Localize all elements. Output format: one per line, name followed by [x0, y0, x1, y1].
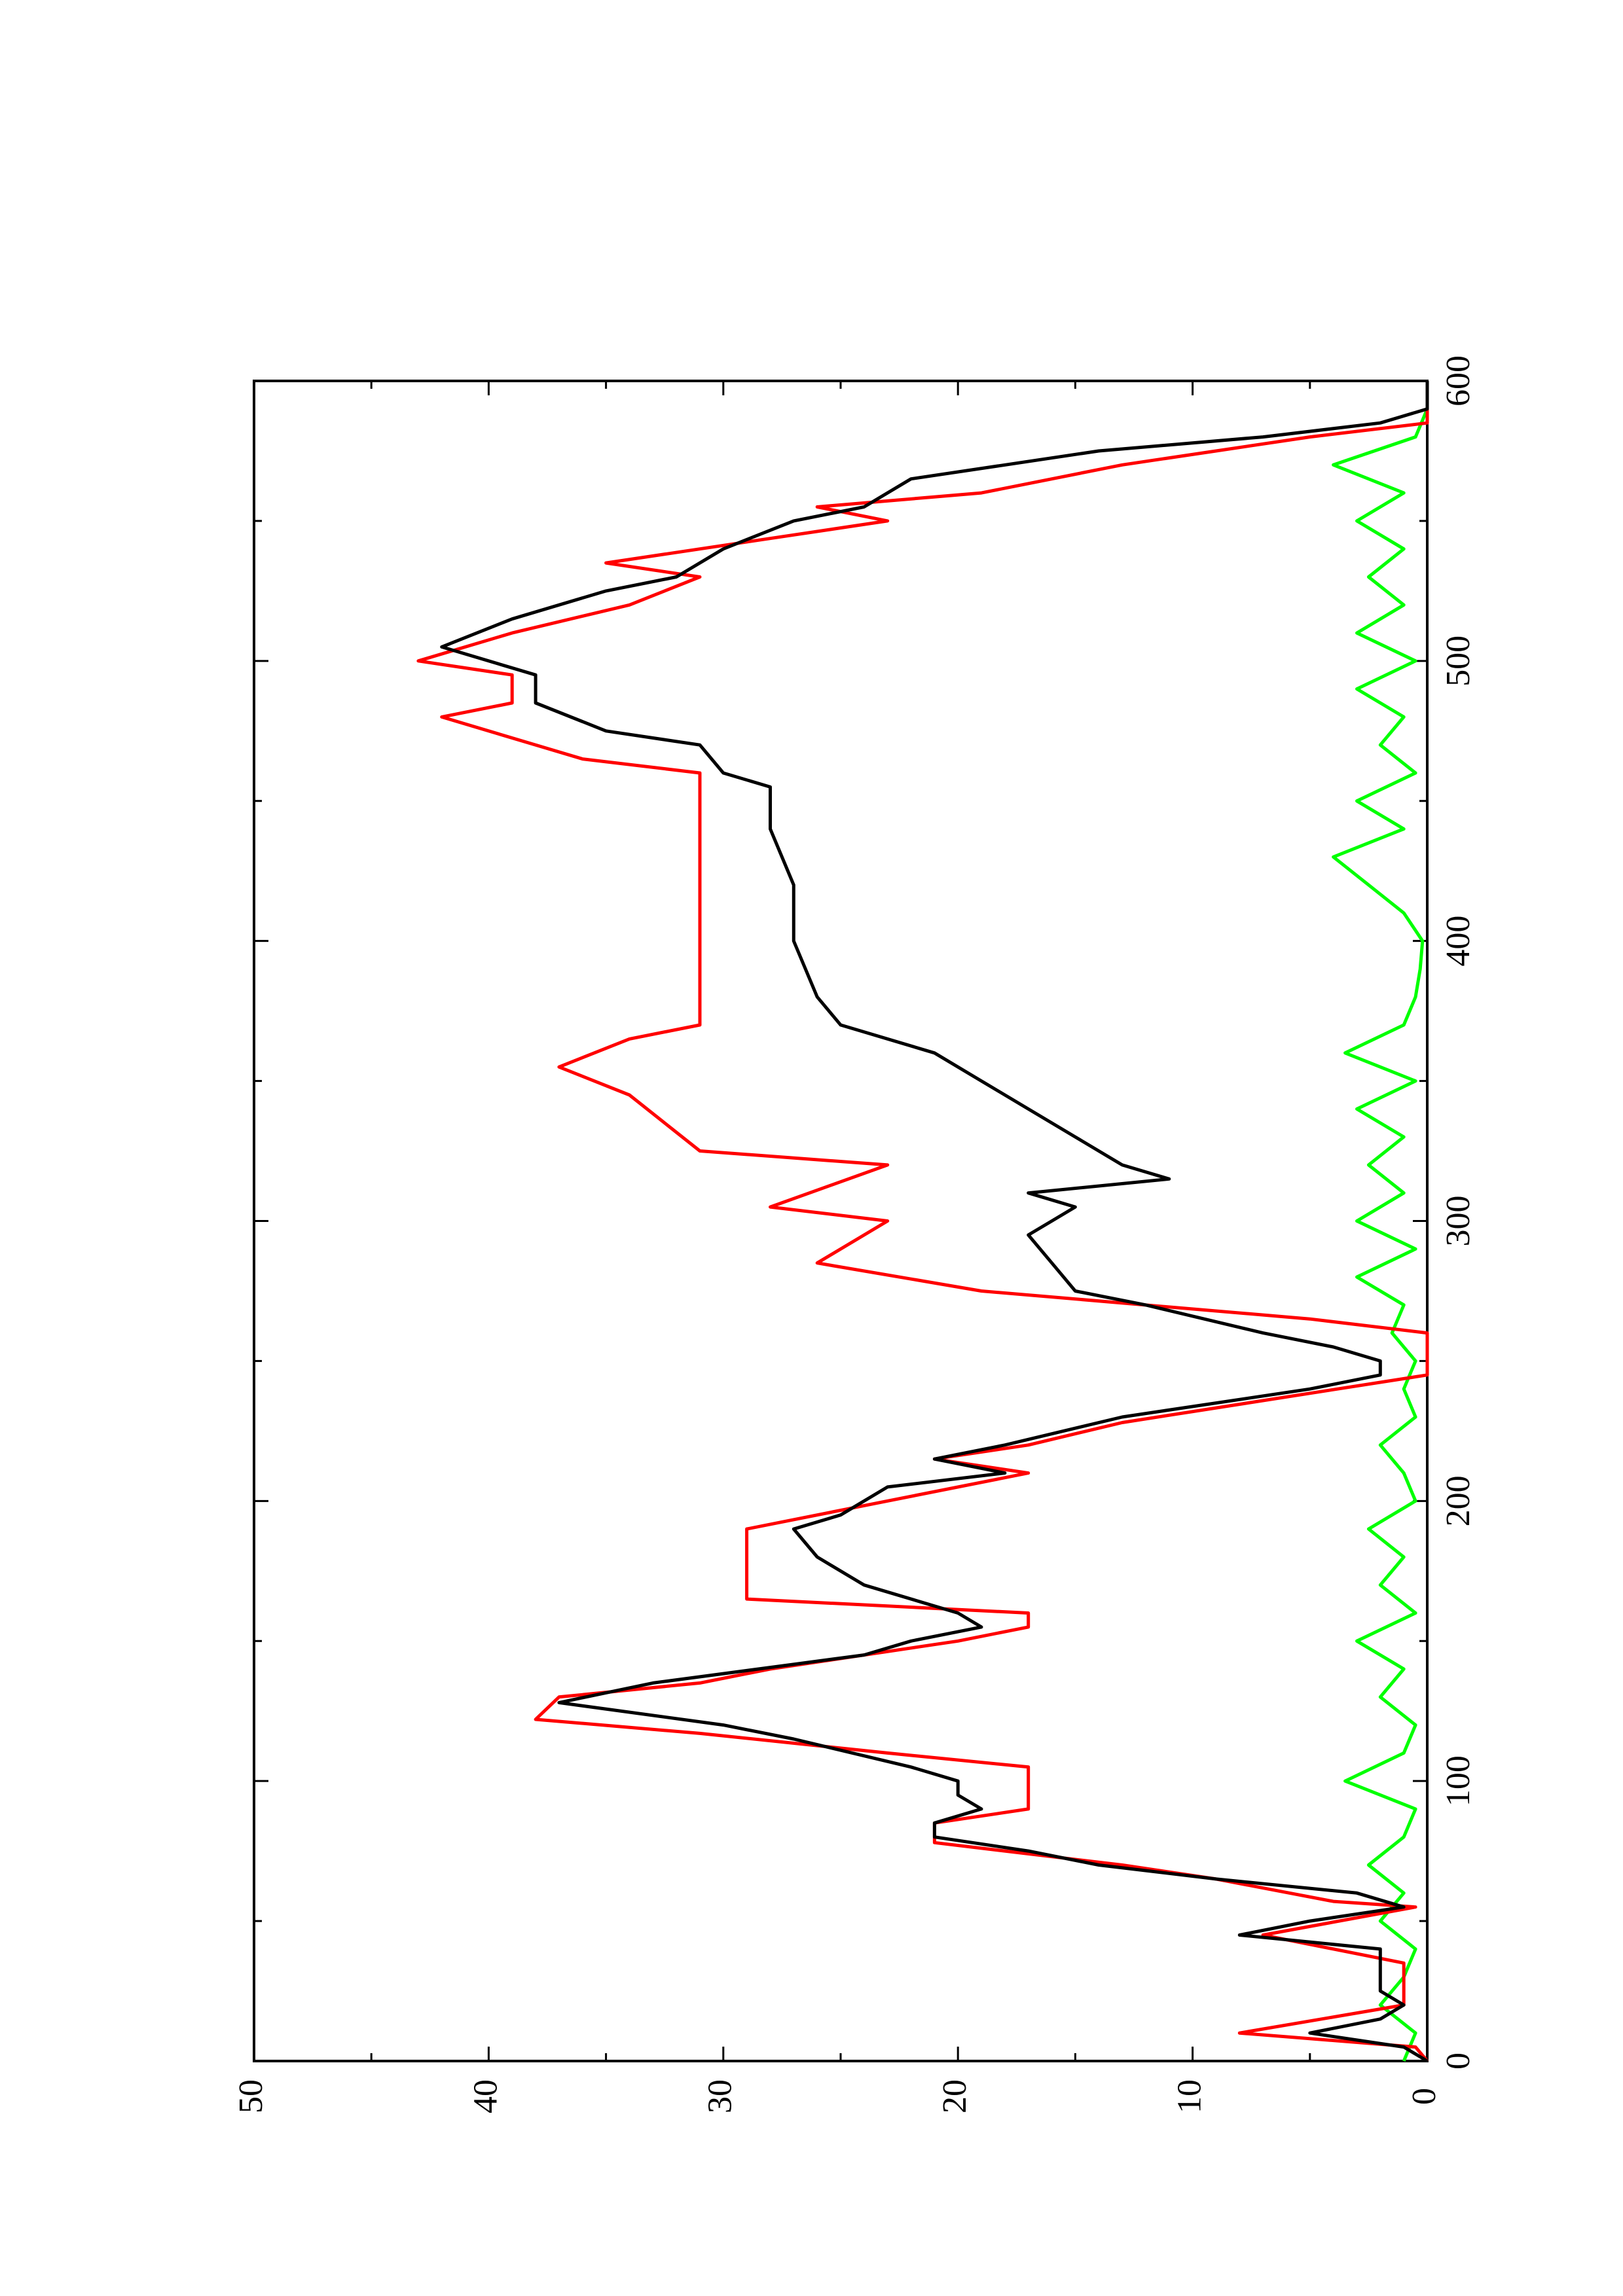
series-line: [1332, 408, 1429, 2062]
y-tick-label: 50: [232, 2079, 270, 2113]
x-tick-label: 200: [1440, 1475, 1477, 1526]
series-line: [416, 381, 1429, 2062]
y-tick-label: 30: [702, 2079, 739, 2113]
y-tick-label: 40: [467, 2079, 504, 2113]
x-tick-label: 0: [1440, 2053, 1477, 2070]
x-tick-label: 300: [1440, 1196, 1477, 1247]
x-tick-label: 500: [1440, 636, 1477, 687]
x-tick-label: 100: [1440, 1755, 1477, 1806]
y-tick-label: 10: [1171, 2079, 1209, 2113]
x-tick-label: 600: [1440, 355, 1477, 406]
x-tick-label: 400: [1440, 916, 1477, 967]
y-tick-label: 0: [1406, 2088, 1443, 2105]
y-tick-label: 20: [936, 2079, 974, 2113]
series-line: [440, 381, 1429, 2063]
plot-frame: [253, 380, 1429, 2062]
